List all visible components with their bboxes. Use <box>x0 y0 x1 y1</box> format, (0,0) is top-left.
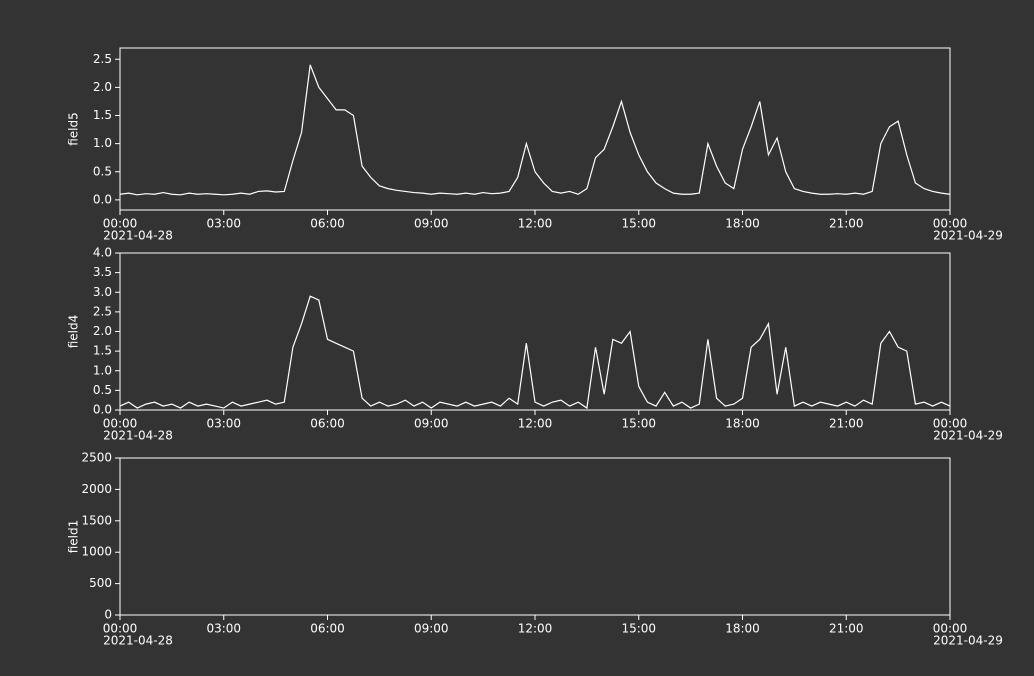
y-tick-label: 2.5 <box>93 304 112 318</box>
y-tick-label: 0.0 <box>93 192 112 206</box>
y-tick-label: 1.5 <box>93 108 112 122</box>
data-line <box>119 295 951 410</box>
x-tick-label: 09:00 <box>414 417 449 431</box>
x-tick-date: 2021-04-28 <box>103 634 173 648</box>
x-tick-label: 00:00 <box>933 622 968 636</box>
x-tick-label: 03:00 <box>206 417 241 431</box>
x-tick-date: 2021-04-28 <box>103 229 173 243</box>
y-tick-label: 2500 <box>81 451 112 465</box>
x-tick-label: 12:00 <box>518 622 553 636</box>
x-tick-label: 18:00 <box>725 622 760 636</box>
x-tick-label: 06:00 <box>310 217 345 231</box>
y-axis-label: field4 <box>67 315 81 349</box>
y-tick-label: 1.0 <box>93 363 112 377</box>
plot-frame <box>119 47 951 211</box>
y-tick-label: 3.5 <box>93 265 112 279</box>
x-tick-label: 03:00 <box>206 217 241 231</box>
x-tick-label: 00:00 <box>933 417 968 431</box>
data-line <box>119 64 951 196</box>
x-tick-label: 18:00 <box>725 417 760 431</box>
y-tick-label: 3.0 <box>93 285 112 299</box>
y-axis-label: field1 <box>67 520 81 554</box>
y-tick-label: 2.5 <box>93 52 112 66</box>
y-axis-label: field5 <box>67 112 81 146</box>
y-tick-label: 2000 <box>81 482 112 496</box>
y-tick-label: 2.0 <box>93 324 112 338</box>
x-tick-label: 18:00 <box>725 217 760 231</box>
y-tick-label: 0.0 <box>93 403 112 417</box>
x-tick-label: 06:00 <box>310 622 345 636</box>
y-tick-label: 0.5 <box>93 383 112 397</box>
x-tick-label: 00:00 <box>103 622 138 636</box>
y-tick-label: 500 <box>89 576 112 590</box>
x-tick-date: 2021-04-29 <box>933 429 1003 443</box>
plot-frame <box>119 457 951 616</box>
y-tick-label: 2.0 <box>93 80 112 94</box>
y-tick-label: 0 <box>104 608 112 622</box>
x-tick-label: 15:00 <box>621 622 656 636</box>
y-tick-label: 1500 <box>81 513 112 527</box>
x-tick-label: 09:00 <box>414 622 449 636</box>
x-tick-date: 2021-04-28 <box>103 429 173 443</box>
plot-frame <box>119 252 951 411</box>
x-tick-label: 06:00 <box>310 417 345 431</box>
y-tick-label: 1000 <box>81 545 112 559</box>
y-tick-label: 0.5 <box>93 164 112 178</box>
x-tick-label: 21:00 <box>829 217 864 231</box>
y-tick-label: 1.5 <box>93 344 112 358</box>
x-tick-label: 21:00 <box>829 622 864 636</box>
x-tick-label: 09:00 <box>414 217 449 231</box>
x-tick-label: 03:00 <box>206 622 241 636</box>
x-tick-label: 15:00 <box>621 217 656 231</box>
x-tick-label: 12:00 <box>518 217 553 231</box>
x-tick-label: 12:00 <box>518 417 553 431</box>
x-tick-label: 15:00 <box>621 417 656 431</box>
y-tick-label: 1.0 <box>93 136 112 150</box>
x-tick-label: 00:00 <box>933 217 968 231</box>
y-tick-label: 4.0 <box>93 246 112 260</box>
x-tick-label: 00:00 <box>103 217 138 231</box>
x-tick-label: 21:00 <box>829 417 864 431</box>
x-tick-date: 2021-04-29 <box>933 634 1003 648</box>
x-tick-label: 00:00 <box>103 417 138 431</box>
x-tick-date: 2021-04-29 <box>933 229 1003 243</box>
